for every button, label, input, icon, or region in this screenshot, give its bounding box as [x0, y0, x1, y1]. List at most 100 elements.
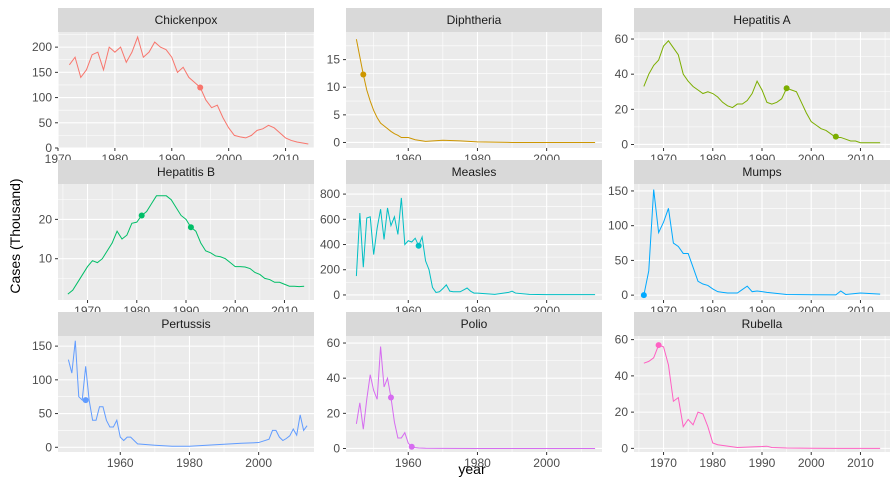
y-tick-label: 0 — [45, 440, 52, 454]
series-line-mumps — [643, 189, 881, 296]
data-point — [832, 133, 839, 140]
x-tick-label: 1980 — [464, 456, 491, 470]
y-tick-label: 5 — [333, 108, 340, 122]
data-point — [387, 394, 394, 401]
y-tick-label: 15 — [327, 53, 341, 67]
data-point — [408, 443, 415, 450]
y-tick-label: 0 — [621, 288, 628, 302]
gridlines — [346, 32, 602, 148]
panel-title: Pertussis — [161, 317, 210, 331]
y-tick-label: 0 — [621, 137, 628, 151]
y-tick-label: 0 — [45, 141, 52, 155]
x-tick-label: 1970 — [650, 456, 677, 470]
panel-title: Hepatitis A — [733, 13, 790, 27]
y-tick-label: 50 — [615, 253, 629, 267]
series-line-hepatitis-a — [643, 39, 881, 144]
y-tick-label: 100 — [32, 91, 52, 105]
x-tick-label: 1960 — [107, 456, 134, 470]
strip-measles — [346, 160, 602, 184]
x-tick-label: 2010 — [847, 456, 874, 470]
data-point — [783, 85, 790, 92]
series-line-chickenpox — [68, 35, 309, 145]
panel-polio: Polio 1960 1980 2000 0 20 40 60 — [327, 312, 602, 470]
data-point — [187, 224, 194, 231]
x-tick-label: 1990 — [749, 456, 776, 470]
y-tick-label: 200 — [32, 40, 52, 54]
y-tick-label: 60 — [615, 32, 629, 46]
y-tick-label: 150 — [32, 65, 52, 79]
series-line-polio — [355, 346, 596, 449]
y-tick-label: 0 — [333, 135, 340, 149]
series-line-hepatitis-b — [67, 195, 305, 295]
strip-diphtheria — [346, 8, 602, 32]
strip-hepatitis-a — [634, 8, 890, 32]
x-tick-label: 1980 — [176, 456, 203, 470]
y-tick-label: 400 — [320, 238, 340, 252]
y-tick-label: 800 — [320, 187, 340, 201]
strip-polio — [346, 312, 602, 336]
data-point — [82, 397, 89, 404]
panel-background — [346, 336, 602, 452]
panel-title: Polio — [461, 317, 488, 331]
panel-title: Measles — [452, 165, 497, 179]
y-tick-label: 20 — [615, 102, 629, 116]
y-tick-label: 20 — [327, 406, 341, 420]
x-tick-label: 2000 — [533, 456, 560, 470]
y-tick-label: 150 — [608, 184, 628, 198]
y-tick-label: 50 — [39, 407, 53, 421]
panel-background — [346, 32, 602, 148]
y-tick-label: 0 — [621, 441, 628, 455]
y-tick-label: 0 — [333, 441, 340, 455]
panel-title: Diphtheria — [447, 13, 502, 27]
x-tick-label: 2000 — [245, 456, 272, 470]
y-tick-label: 50 — [39, 116, 53, 130]
strip-chickenpox — [58, 8, 314, 32]
data-point — [655, 342, 662, 349]
gridlines — [58, 184, 314, 300]
y-tick-label: 10 — [39, 252, 53, 266]
x-tick-label: 2000 — [798, 456, 825, 470]
panel-pertussis: Pertussis 1960 1980 2000 0 50 100 150 — [32, 312, 314, 470]
gridlines — [634, 32, 890, 148]
y-tick-label: 20 — [39, 212, 53, 226]
y-tick-label: 40 — [615, 67, 629, 81]
y-tick-label: 600 — [320, 212, 340, 226]
series-line-diphtheria — [355, 39, 596, 143]
panel-background — [346, 184, 602, 300]
panel-title: Mumps — [742, 165, 781, 179]
strip-mumps — [634, 160, 890, 184]
y-tick-label: 60 — [615, 333, 629, 347]
data-point — [360, 71, 367, 78]
y-tick-label: 100 — [608, 219, 628, 233]
panel-rubella: Rubella 1970 1980 1990 2000 2010 0 20 40 60 — [615, 312, 890, 470]
panel-title: Hepatitis B — [157, 165, 215, 179]
panel-background — [58, 32, 314, 148]
x-axis-title: year — [458, 461, 486, 477]
strip-pertussis — [58, 312, 314, 336]
y-tick-label: 40 — [327, 371, 341, 385]
y-tick-label: 40 — [615, 369, 629, 383]
panel-title: Rubella — [742, 317, 783, 331]
gridlines — [58, 336, 314, 452]
strip-rubella — [634, 312, 890, 336]
series-line-pertussis — [67, 340, 308, 447]
series-line-measles — [355, 197, 596, 296]
y-tick-label: 150 — [32, 339, 52, 353]
y-tick-label: 60 — [327, 336, 341, 350]
strip-hepatitis-b — [58, 160, 314, 184]
x-tick-label: 1980 — [699, 456, 726, 470]
y-tick-label: 200 — [320, 263, 340, 277]
data-point — [138, 212, 145, 219]
data-point — [415, 242, 422, 249]
y-tick-label: 0 — [333, 288, 340, 302]
series-line-rubella — [643, 344, 881, 449]
data-point — [197, 84, 204, 91]
